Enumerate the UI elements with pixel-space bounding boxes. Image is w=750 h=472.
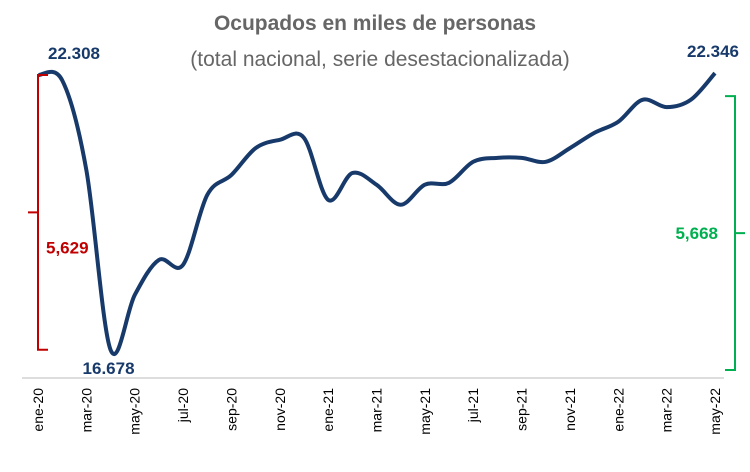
- line: [37, 69, 717, 356]
- x-tick-label: ene-22: [610, 388, 626, 432]
- x-tick-label: sep-20: [223, 388, 239, 431]
- x-tick-label: nov-21: [562, 388, 578, 431]
- annotation: 5,668: [675, 224, 718, 243]
- x-tick-label: jul-20: [175, 388, 191, 423]
- data-label: 22.308: [48, 44, 100, 63]
- x-tick-label: may-21: [417, 388, 433, 435]
- x-tick-label: may-22: [707, 388, 723, 435]
- bracket: [28, 74, 48, 351]
- x-tick-label: mar-21: [369, 388, 385, 433]
- x-tick-label: mar-20: [78, 388, 94, 433]
- annotation: 5,629: [46, 238, 89, 257]
- chart-subtitle: (total nacional, serie desestacionalizad…: [190, 48, 569, 71]
- x-tick-label: ene-20: [30, 388, 46, 432]
- chart-title: Ocupados en miles de personas: [214, 12, 536, 35]
- bracket: [725, 95, 745, 371]
- x-tick-label: sep-21: [514, 388, 530, 431]
- x-tick-label: may-20: [127, 388, 143, 435]
- x-tick-label: nov-20: [272, 388, 288, 431]
- data-label: 22.346: [687, 42, 739, 61]
- x-tick-label: mar-22: [659, 388, 675, 433]
- data-label: 16.678: [83, 359, 135, 378]
- x-tick-label: ene-21: [320, 388, 336, 432]
- x-tick-label: jul-21: [465, 388, 481, 423]
